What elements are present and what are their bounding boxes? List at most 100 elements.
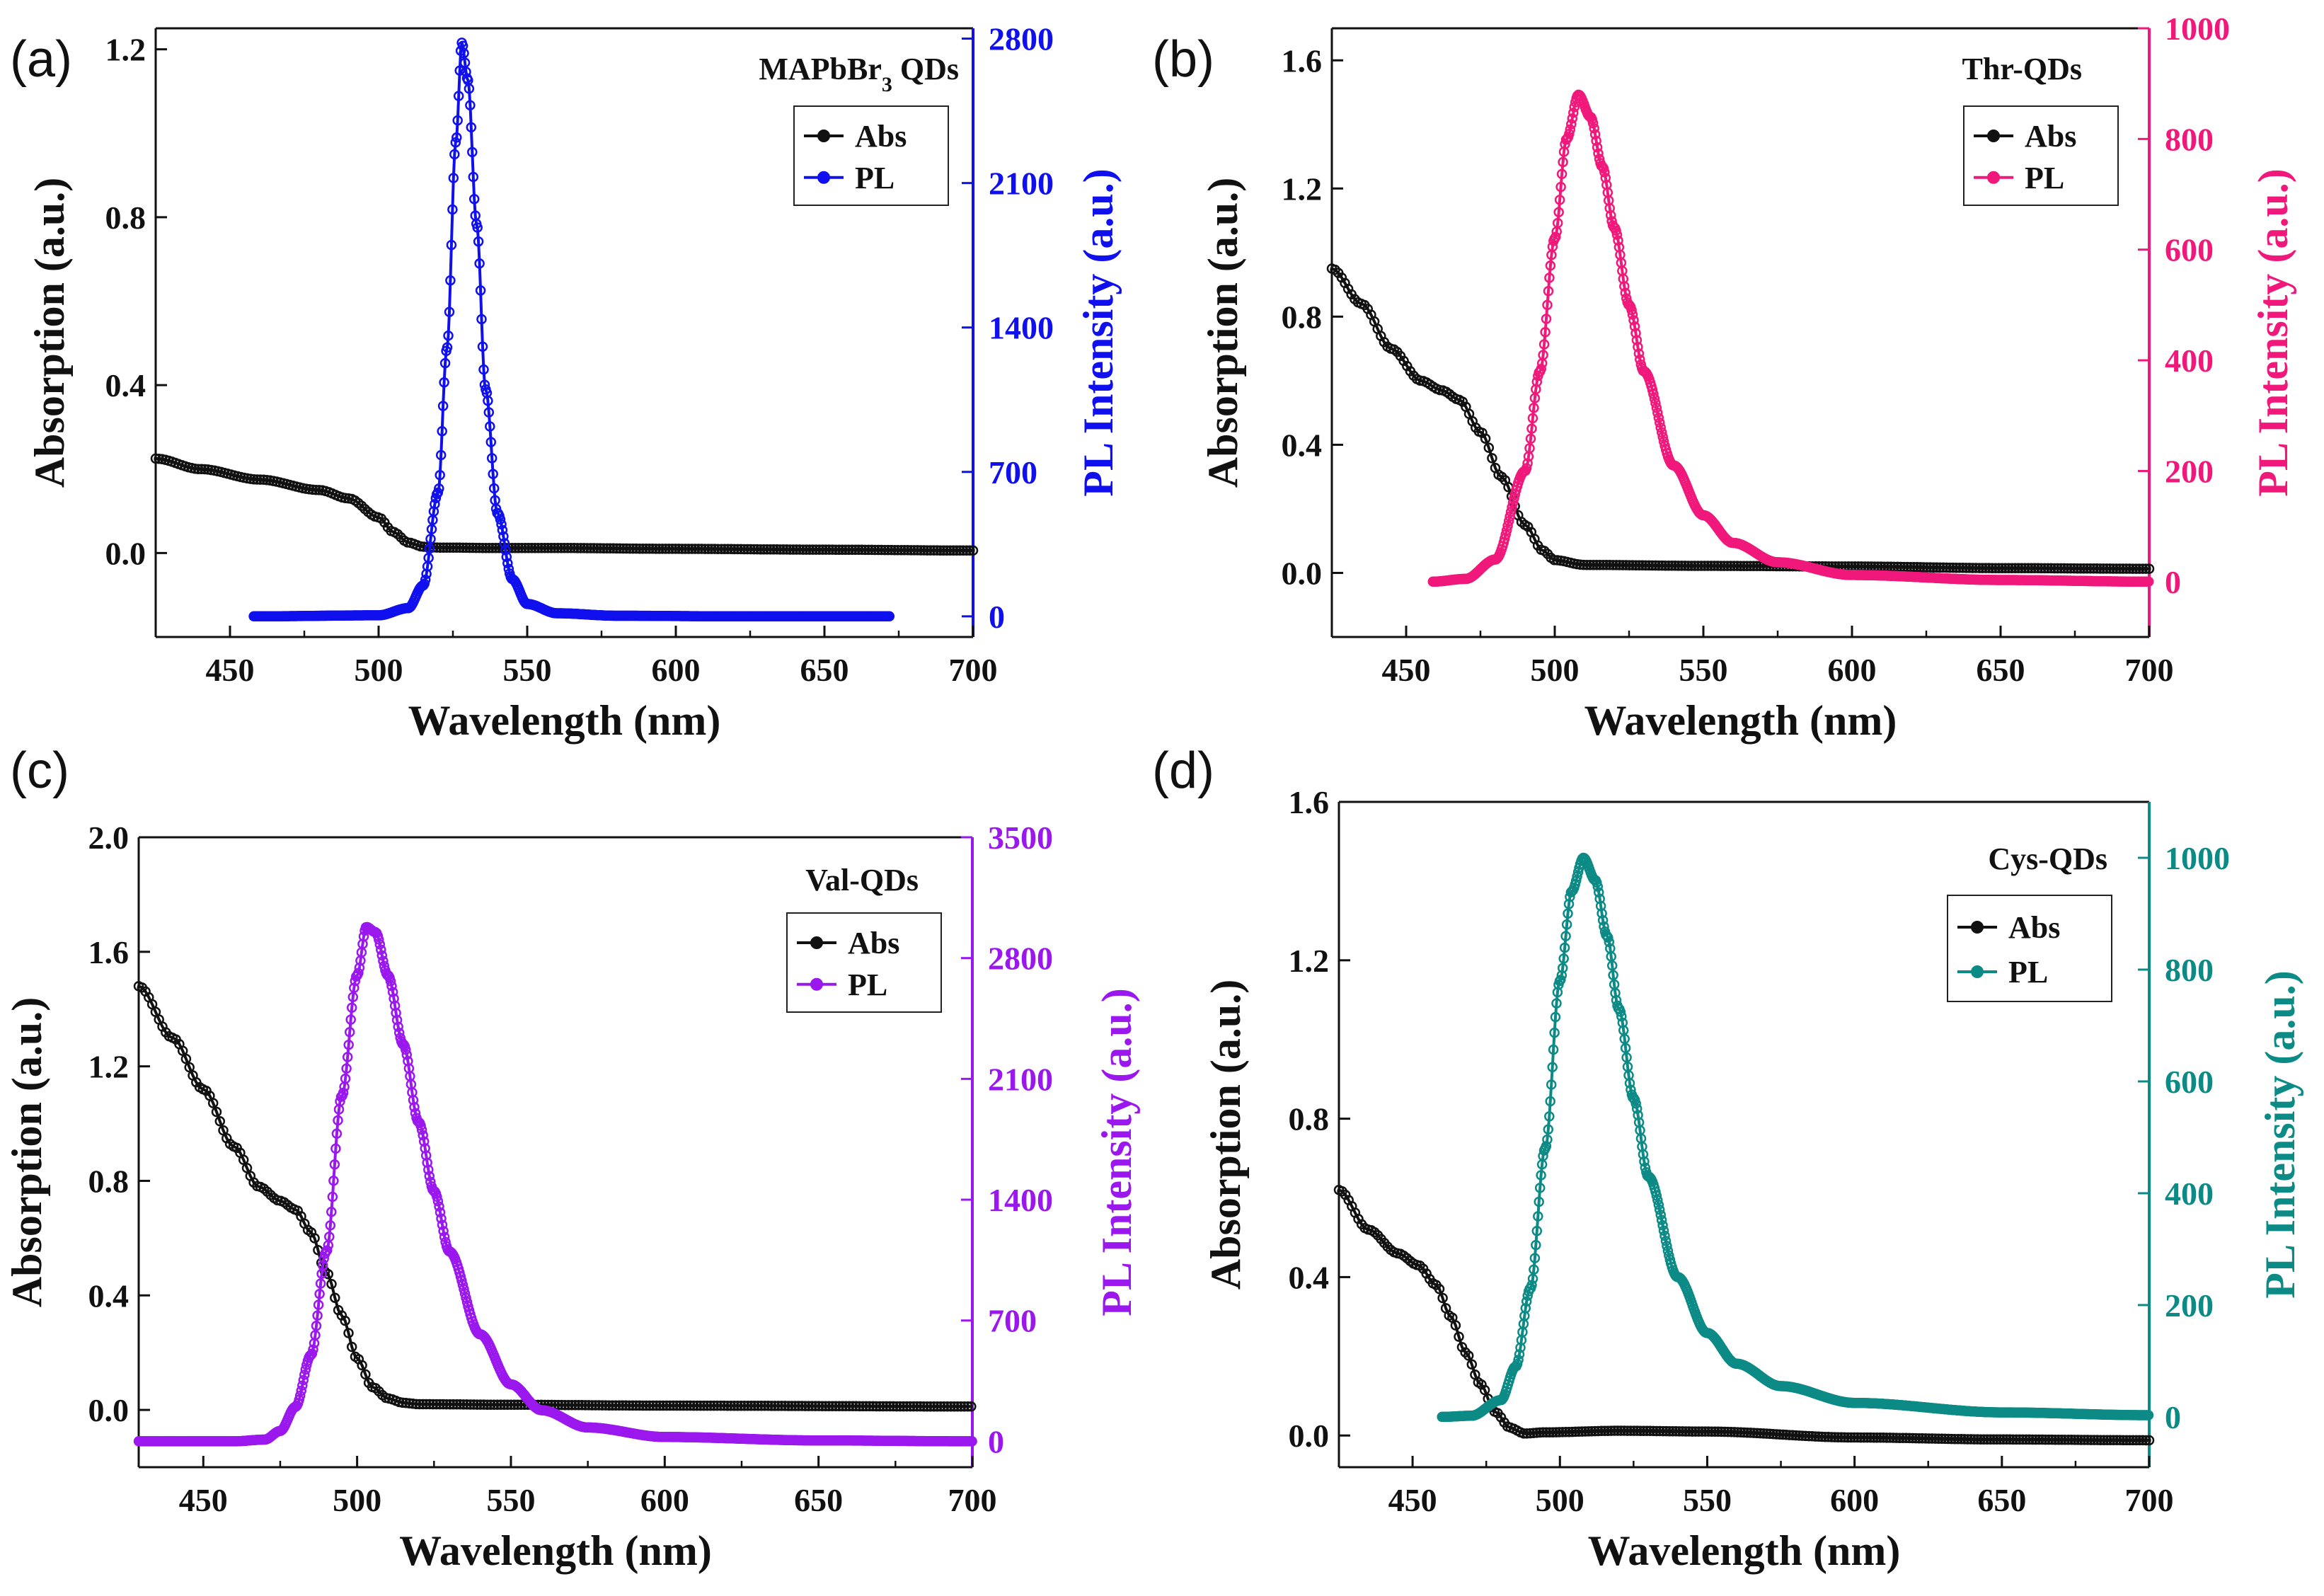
data-point [749,1401,760,1411]
data-point [468,171,479,183]
data-point [1578,559,1589,570]
data-point [570,1400,581,1411]
data-point [502,558,513,569]
left-tick-label: 0.0 [88,1392,130,1428]
data-point [1647,560,1658,571]
data-point [1994,563,2004,573]
data-point [1979,1434,1989,1445]
right-tick-label: 1400 [989,310,1054,346]
data-point [1633,348,1645,359]
data-point [1546,1079,1557,1090]
data-point [1998,1434,2009,1445]
data-point [517,543,527,553]
data-point [1624,1078,1635,1089]
right-y-axis-title: PL Intensity (a.u.) [1093,988,1140,1316]
data-point [1632,1425,1643,1436]
data-point [1991,1434,2002,1445]
data-point [1544,1111,1555,1122]
data-point [435,449,447,461]
data-point [776,1401,787,1411]
series-line [138,984,972,1408]
data-point [497,524,508,536]
data-point [1938,562,1949,573]
data-point [1582,559,1592,570]
data-point [882,544,894,556]
data-point [2040,1434,2051,1445]
data-point [631,1400,642,1411]
data-point [391,1007,401,1018]
data-point [1693,561,1703,571]
data-point [150,453,161,464]
data-point [1732,1427,1743,1437]
data-point [1627,560,1638,570]
data-point [1605,209,1616,221]
data-point [2107,563,2119,574]
data-point [647,544,658,554]
data-point [2034,1434,2044,1445]
data-point [2063,1435,2073,1445]
data-point [2098,563,2109,574]
data-point [309,1233,320,1244]
data-point [755,544,766,555]
data-point [1803,1430,1814,1442]
data-point [1524,443,1535,454]
data-point [587,1400,597,1411]
data-point [690,544,701,554]
data-point [702,1400,713,1411]
data-point [886,544,897,556]
data-point [335,1096,345,1107]
data-point [1551,1427,1562,1437]
data-point [1920,1433,1931,1444]
right-tick-label: 0 [2165,564,2181,600]
data-point [1719,561,1730,571]
data-point [1674,1426,1685,1437]
data-point [1964,563,1975,573]
data-point [1977,563,1988,573]
left-tick-label: 0.8 [1289,1101,1330,1137]
data-point [1755,1428,1766,1439]
data-point [490,543,501,553]
data-point [1540,327,1551,338]
data-point [1521,1296,1532,1307]
legend-box [1963,105,2119,206]
series-pl [1427,89,2154,587]
data-point [1563,899,1575,909]
data-point [453,91,464,101]
data-point [1848,1432,1860,1443]
data-point [1628,1425,1640,1436]
data-point [1778,1429,1788,1440]
data-point [909,545,920,556]
data-point [1901,1433,1911,1444]
data-point [851,1401,861,1412]
right-tick-label: 2100 [989,166,1054,202]
data-point [346,1002,357,1014]
data-point [1594,893,1605,905]
chart-panel-2: (c) 450 500 550 600 650 700 0.0 0.4 0.8 1.2 1.6 2.0 0… [4,742,1140,1574]
data-point [884,611,895,622]
data-point [1725,561,1736,571]
data-point [713,544,723,554]
data-point [674,1400,686,1411]
data-point [1657,1425,1669,1437]
data-point [786,1401,798,1411]
data-point [846,544,858,555]
data-point [578,543,589,553]
data-point [681,1400,692,1411]
data-point [1745,1428,1756,1438]
data-point [1610,987,1621,999]
data-point [827,544,838,555]
data-point [1551,998,1562,1009]
data-point [1568,108,1579,118]
sample-title: MAPbBr3 QDs [759,52,959,96]
data-point [434,1201,444,1212]
data-point [454,542,465,553]
data-point [476,314,487,325]
x-tick-label: 600 [652,652,701,688]
data-point [313,1299,324,1310]
data-point [572,543,583,553]
data-point [1542,1134,1553,1145]
data-point [957,545,969,556]
data-point [2101,563,2112,574]
data-point [442,342,453,353]
data-point [471,1399,483,1410]
